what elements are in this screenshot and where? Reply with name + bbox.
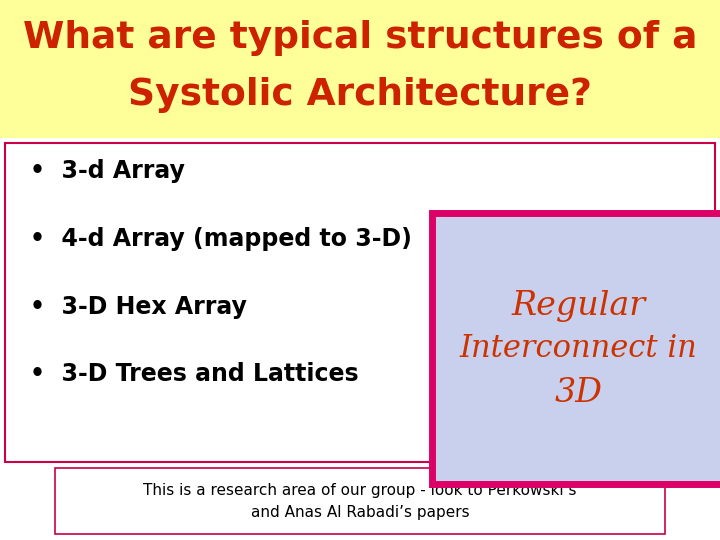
FancyBboxPatch shape (0, 0, 720, 138)
Text: Systolic Architecture?: Systolic Architecture? (128, 77, 592, 113)
Text: and Anas Al Rabadi’s papers: and Anas Al Rabadi’s papers (251, 505, 469, 521)
FancyBboxPatch shape (432, 213, 720, 484)
Text: •  4-d Array (mapped to 3-D): • 4-d Array (mapped to 3-D) (30, 227, 412, 251)
Text: Regular: Regular (511, 291, 646, 322)
FancyBboxPatch shape (5, 143, 715, 462)
Text: 3D: 3D (554, 376, 603, 408)
Text: •  3-D Trees and Lattices: • 3-D Trees and Lattices (30, 362, 359, 386)
Text: •  3-d Array: • 3-d Array (30, 159, 185, 183)
Text: Interconnect in: Interconnect in (459, 333, 698, 364)
FancyBboxPatch shape (55, 468, 665, 534)
Text: •  3-D Hex Array: • 3-D Hex Array (30, 294, 247, 319)
Text: This is a research area of our group - look to Perkowski’s: This is a research area of our group - l… (143, 483, 577, 497)
Text: What are typical structures of a: What are typical structures of a (23, 20, 697, 56)
